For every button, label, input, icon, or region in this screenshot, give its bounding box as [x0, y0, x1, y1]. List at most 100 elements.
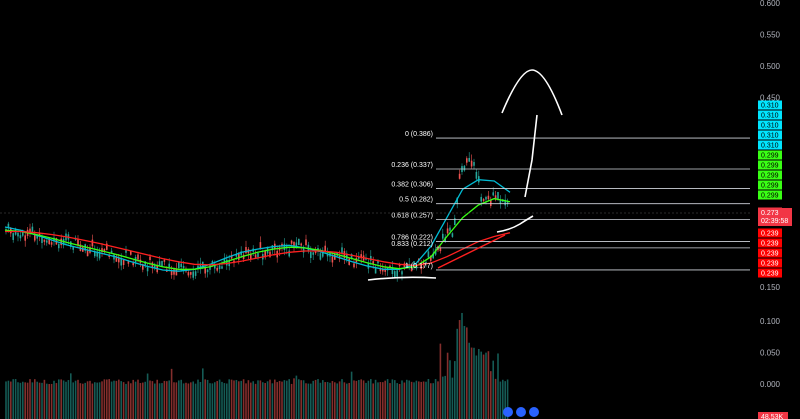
flag-icon[interactable] — [503, 407, 513, 417]
price-axis[interactable]: 0.600 0.550 0.500 0.450 0.150 0.100 0.050 0.000 — [760, 0, 781, 389]
candle-body — [108, 254, 110, 257]
fib-level-label: 0.5 (0.282) — [399, 197, 433, 204]
price-badge-label: 0.239 — [761, 231, 779, 238]
candle-body — [317, 247, 319, 251]
hand-drawn-annotations[interactable] — [0, 69, 750, 281]
price-tick-label: 0.450 — [760, 94, 781, 103]
fibonacci-retracement[interactable]: 0 (0.386) 0.236 (0.337) 0.382 (0.306) 0.5 (… — [391, 131, 750, 271]
fib-level-label: 1 (0.177) — [405, 263, 433, 270]
underline-stroke[interactable] — [367, 276, 437, 281]
flag-icon[interactable] — [516, 407, 526, 417]
candle-body — [293, 241, 295, 249]
volume-bar — [432, 383, 434, 419]
price-badge-label: 0.310 — [761, 113, 779, 120]
volume-bar — [504, 381, 506, 419]
candle-body — [466, 158, 468, 163]
tick-stroke[interactable] — [496, 215, 534, 233]
volume-bar — [413, 382, 415, 419]
volume-bar — [466, 327, 468, 419]
candle-body — [480, 196, 482, 202]
price-badge — [758, 120, 782, 130]
flag-icon[interactable] — [529, 407, 539, 417]
volume-bar — [211, 383, 214, 419]
arrow-up-stroke[interactable] — [524, 114, 538, 198]
volume-bar — [190, 382, 192, 419]
candle-body — [110, 250, 113, 253]
volume-bar — [494, 378, 497, 419]
volume-bar — [158, 383, 161, 419]
candle-body — [427, 251, 430, 258]
volume-bar — [478, 349, 480, 419]
candle-body — [331, 256, 334, 263]
volume-bar — [449, 360, 451, 419]
volume-bar — [185, 382, 187, 419]
candle-body — [456, 197, 458, 204]
volume-bar — [358, 379, 360, 419]
candle-body — [353, 263, 355, 268]
price-badge — [758, 140, 782, 150]
arch-stroke[interactable] — [501, 69, 563, 116]
candle-body — [305, 239, 307, 246]
candle-body — [322, 251, 324, 257]
volume-bar — [475, 355, 478, 419]
candle-body — [473, 162, 475, 166]
countdown-label: 02:39:58 — [761, 218, 788, 225]
price-badge-label: 0.299 — [761, 193, 779, 200]
candle-body — [115, 257, 118, 262]
volume-bar — [17, 382, 19, 419]
volume-bar — [233, 380, 235, 419]
volume-badge-label: 48.53K — [761, 414, 784, 419]
volume-bar — [144, 381, 146, 419]
candle-body — [199, 263, 202, 270]
candle-body — [250, 253, 252, 259]
volume-bar — [216, 381, 218, 419]
volume-bar — [43, 379, 46, 419]
candle-body — [499, 199, 502, 204]
volume-bar — [264, 383, 266, 419]
candle-body — [463, 165, 466, 171]
volume-bar — [382, 382, 384, 419]
volume-bar — [240, 380, 242, 419]
price-badge — [758, 170, 782, 180]
candle-body — [240, 251, 242, 256]
volume-bar — [348, 382, 350, 419]
volume-bar — [82, 383, 84, 419]
candle-body — [245, 247, 247, 254]
candle-body — [504, 199, 506, 206]
event-icons[interactable] — [503, 407, 539, 417]
volume-bar — [442, 376, 444, 419]
candle-body — [326, 253, 329, 257]
candle-body — [132, 262, 134, 266]
moving-average-line — [5, 230, 511, 267]
volume-bar — [67, 380, 70, 419]
red-trend-line[interactable] — [437, 234, 506, 269]
volume-bar — [319, 382, 322, 419]
candle-body — [242, 254, 245, 260]
volume-bar — [235, 379, 238, 419]
volume-bar — [293, 378, 295, 419]
candle-body — [475, 171, 478, 179]
candle-body — [211, 261, 214, 264]
candle-body — [46, 240, 48, 243]
candle-body — [91, 239, 94, 247]
volume-bar — [223, 383, 226, 419]
candle-body — [257, 253, 259, 258]
candle-body — [492, 192, 494, 196]
volume-bar — [288, 379, 290, 419]
volume-bar — [31, 382, 34, 419]
volume-bar — [91, 383, 94, 419]
candle-body — [29, 228, 31, 232]
candle-body — [485, 196, 487, 200]
candle-body — [122, 260, 125, 266]
volume-bar — [470, 347, 473, 419]
moving-averages-layer — [4, 179, 511, 272]
candle-body — [384, 268, 386, 272]
volume-bar — [463, 325, 466, 419]
candle-body — [12, 233, 14, 240]
candle-body — [398, 264, 401, 267]
volume-bar — [125, 383, 127, 419]
volume-bar — [401, 380, 403, 419]
current-price-label: 0.273 — [761, 210, 779, 217]
volume-bar — [394, 380, 396, 419]
